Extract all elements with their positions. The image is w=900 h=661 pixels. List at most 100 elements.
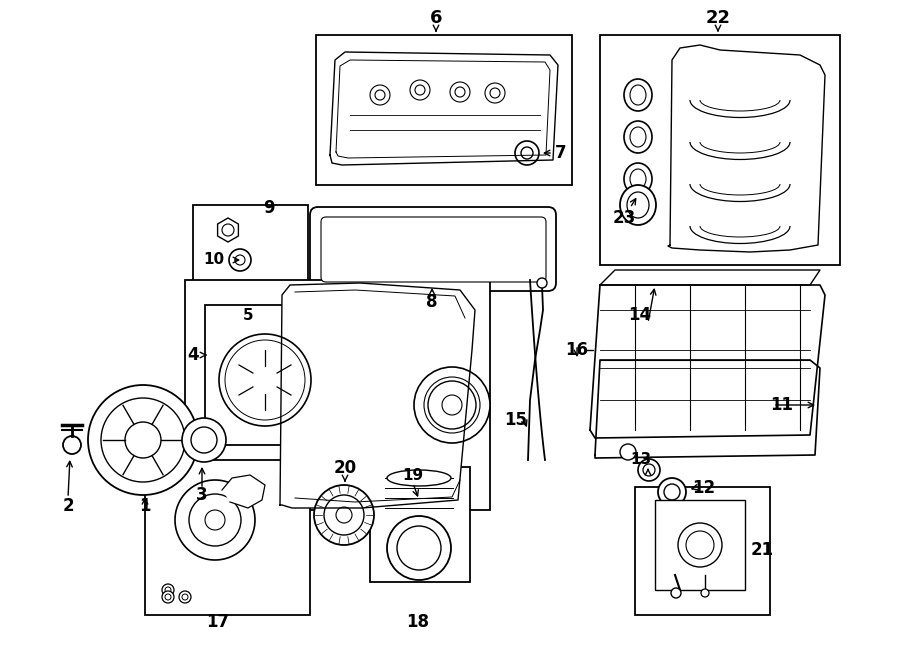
Ellipse shape bbox=[630, 169, 646, 189]
Circle shape bbox=[88, 385, 198, 495]
Text: 12: 12 bbox=[692, 479, 716, 497]
FancyBboxPatch shape bbox=[321, 217, 546, 282]
Polygon shape bbox=[600, 270, 820, 285]
Circle shape bbox=[182, 594, 188, 600]
Circle shape bbox=[235, 255, 245, 265]
Circle shape bbox=[336, 507, 352, 523]
Text: 11: 11 bbox=[770, 396, 794, 414]
Circle shape bbox=[455, 87, 465, 97]
Text: 5: 5 bbox=[243, 307, 253, 323]
Circle shape bbox=[229, 249, 251, 271]
Circle shape bbox=[701, 589, 709, 597]
Bar bbox=[145, 460, 310, 615]
Text: 21: 21 bbox=[751, 541, 774, 559]
Circle shape bbox=[233, 348, 297, 412]
Text: 8: 8 bbox=[427, 293, 437, 311]
Bar bbox=[185, 280, 490, 510]
Ellipse shape bbox=[387, 470, 451, 486]
Circle shape bbox=[182, 418, 226, 462]
Circle shape bbox=[664, 484, 680, 500]
Polygon shape bbox=[590, 285, 825, 438]
Circle shape bbox=[189, 494, 241, 546]
Circle shape bbox=[686, 531, 714, 559]
Bar bbox=[655, 500, 745, 590]
Circle shape bbox=[251, 366, 279, 394]
Circle shape bbox=[537, 278, 547, 288]
Circle shape bbox=[370, 85, 390, 105]
Bar bbox=[316, 35, 572, 185]
Circle shape bbox=[162, 584, 174, 596]
Text: 16: 16 bbox=[565, 341, 589, 359]
Text: 14: 14 bbox=[628, 306, 652, 324]
Circle shape bbox=[620, 444, 636, 460]
Ellipse shape bbox=[630, 85, 646, 105]
Text: 9: 9 bbox=[263, 199, 274, 217]
Circle shape bbox=[678, 523, 722, 567]
Text: 22: 22 bbox=[706, 9, 731, 27]
Circle shape bbox=[222, 224, 234, 236]
Circle shape bbox=[397, 526, 441, 570]
Circle shape bbox=[658, 478, 686, 506]
Ellipse shape bbox=[624, 121, 652, 153]
Circle shape bbox=[162, 591, 174, 603]
Circle shape bbox=[428, 381, 476, 429]
Text: 3: 3 bbox=[196, 486, 208, 504]
Circle shape bbox=[101, 398, 185, 482]
Text: 18: 18 bbox=[407, 613, 429, 631]
Circle shape bbox=[638, 459, 660, 481]
Text: 10: 10 bbox=[203, 253, 225, 268]
Text: 20: 20 bbox=[333, 459, 356, 477]
Circle shape bbox=[175, 480, 255, 560]
Circle shape bbox=[643, 464, 655, 476]
Bar bbox=[193, 205, 308, 295]
Bar bbox=[370, 467, 470, 582]
Circle shape bbox=[485, 83, 505, 103]
Text: 15: 15 bbox=[505, 411, 527, 429]
Circle shape bbox=[191, 427, 217, 453]
Text: 6: 6 bbox=[430, 9, 442, 27]
Text: 4: 4 bbox=[187, 346, 199, 364]
Circle shape bbox=[314, 485, 374, 545]
Circle shape bbox=[490, 88, 500, 98]
Text: 2: 2 bbox=[62, 497, 74, 515]
Circle shape bbox=[450, 82, 470, 102]
Text: 17: 17 bbox=[206, 613, 230, 631]
Ellipse shape bbox=[624, 163, 652, 195]
Circle shape bbox=[165, 587, 171, 593]
Ellipse shape bbox=[624, 79, 652, 111]
Polygon shape bbox=[222, 475, 265, 508]
Ellipse shape bbox=[627, 192, 649, 218]
Circle shape bbox=[410, 80, 430, 100]
Ellipse shape bbox=[630, 127, 646, 147]
Text: 13: 13 bbox=[630, 453, 652, 467]
Circle shape bbox=[414, 367, 490, 443]
Text: 19: 19 bbox=[402, 467, 424, 483]
Circle shape bbox=[219, 334, 311, 426]
Polygon shape bbox=[595, 360, 820, 458]
Polygon shape bbox=[280, 283, 475, 508]
Polygon shape bbox=[330, 52, 558, 165]
Circle shape bbox=[179, 591, 191, 603]
Circle shape bbox=[165, 594, 171, 600]
Text: 7: 7 bbox=[555, 144, 567, 162]
Circle shape bbox=[515, 141, 539, 165]
Text: 1: 1 bbox=[140, 497, 151, 515]
Circle shape bbox=[415, 85, 425, 95]
Bar bbox=[205, 305, 325, 445]
Circle shape bbox=[442, 395, 462, 415]
Ellipse shape bbox=[225, 340, 305, 420]
Polygon shape bbox=[668, 45, 825, 252]
Circle shape bbox=[671, 588, 681, 598]
Circle shape bbox=[521, 147, 533, 159]
Circle shape bbox=[205, 510, 225, 530]
Circle shape bbox=[387, 516, 451, 580]
Circle shape bbox=[324, 495, 364, 535]
Bar bbox=[600, 35, 840, 265]
Circle shape bbox=[63, 436, 81, 454]
Bar bbox=[635, 487, 770, 615]
Circle shape bbox=[375, 90, 385, 100]
FancyBboxPatch shape bbox=[310, 207, 556, 291]
Text: 23: 23 bbox=[612, 209, 635, 227]
Circle shape bbox=[125, 422, 161, 458]
Ellipse shape bbox=[620, 185, 656, 225]
